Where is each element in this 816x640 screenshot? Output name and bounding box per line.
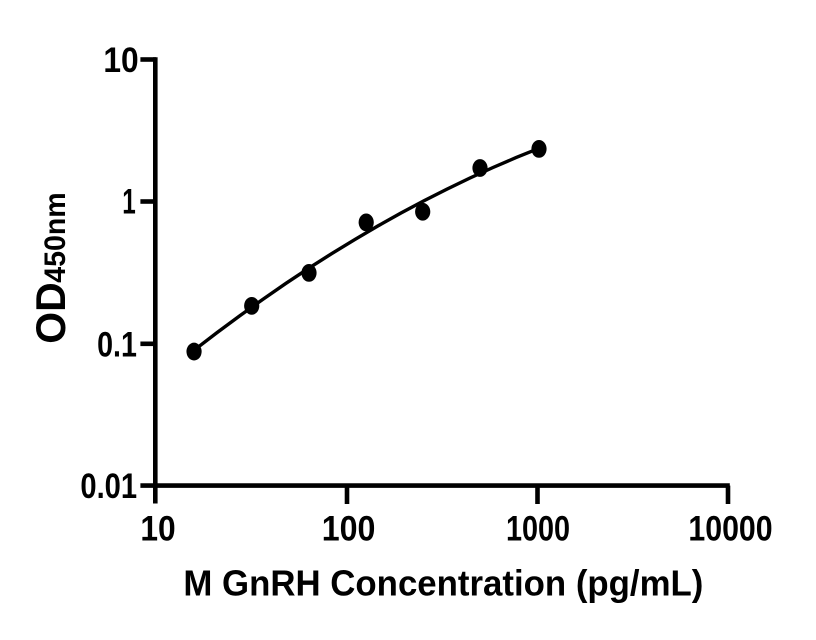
- svg-text:10: 10: [140, 510, 175, 549]
- svg-text:0.01: 0.01: [80, 467, 137, 506]
- svg-text:100: 100: [322, 510, 376, 549]
- svg-text:10000: 10000: [688, 510, 772, 549]
- svg-text:1: 1: [122, 183, 136, 222]
- svg-text:1000: 1000: [506, 510, 570, 549]
- svg-text:10: 10: [103, 41, 138, 80]
- svg-text:450nm: 450nm: [39, 192, 72, 283]
- svg-text:OD: OD: [27, 282, 74, 344]
- svg-text:0.1: 0.1: [97, 325, 137, 364]
- svg-text:M GnRH Concentration (pg/mL): M GnRH Concentration (pg/mL): [183, 562, 703, 603]
